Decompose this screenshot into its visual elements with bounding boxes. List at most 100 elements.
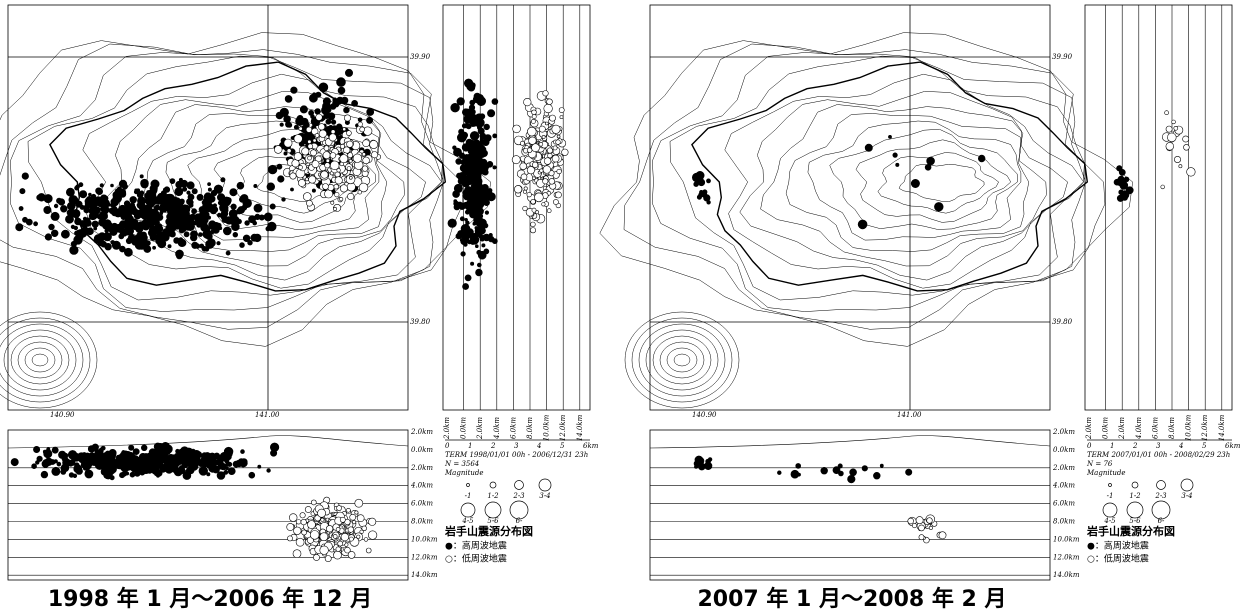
hypocenter bbox=[340, 143, 345, 149]
hypocenter bbox=[96, 214, 103, 220]
hypocenter bbox=[297, 178, 306, 187]
hypocenter bbox=[938, 531, 947, 540]
hypocenter bbox=[99, 194, 108, 203]
hypocenter bbox=[465, 232, 472, 239]
hypocenter bbox=[326, 525, 334, 533]
hypocenter bbox=[354, 498, 364, 508]
hypocenter bbox=[310, 149, 317, 157]
hypocenter bbox=[102, 206, 110, 214]
hypocenter bbox=[542, 90, 549, 97]
scale-label: 3 bbox=[1156, 442, 1161, 450]
hypocenter bbox=[232, 232, 239, 238]
hypocenter bbox=[838, 470, 844, 477]
hypocenter bbox=[263, 212, 273, 222]
scale-label: 6km bbox=[1225, 442, 1241, 450]
hypocenter bbox=[53, 203, 59, 209]
hypocenter bbox=[326, 107, 332, 113]
hypocenter bbox=[351, 100, 358, 107]
hypocenter bbox=[329, 103, 337, 110]
hypocenter bbox=[365, 547, 372, 554]
hypocenter bbox=[327, 112, 336, 121]
hypocenter bbox=[476, 262, 482, 268]
hypocenter bbox=[267, 164, 278, 175]
caption: 2007 年 1 月～2008 年 2 月 bbox=[697, 586, 1006, 612]
hypocenter bbox=[790, 469, 800, 479]
hypocenter bbox=[159, 465, 167, 473]
hypocenter bbox=[523, 97, 532, 107]
lat-label: 39.80 bbox=[1052, 318, 1073, 326]
hypocenter bbox=[236, 218, 242, 225]
hypocenter bbox=[315, 113, 323, 121]
hypocenter bbox=[82, 216, 88, 221]
count: N = 3564 bbox=[444, 460, 479, 468]
hypocenter bbox=[357, 117, 363, 123]
hypocenter bbox=[155, 204, 160, 208]
contour bbox=[623, 43, 1106, 330]
hypocenter bbox=[182, 459, 188, 465]
contour bbox=[49, 61, 447, 292]
hypocenter bbox=[526, 166, 535, 175]
hypocenter bbox=[227, 461, 233, 467]
hypocenter bbox=[236, 181, 245, 190]
hypocenter bbox=[354, 510, 359, 515]
hypocenter bbox=[361, 152, 366, 157]
hypocenter bbox=[99, 183, 104, 188]
hypocenter bbox=[543, 157, 552, 165]
hypocenter bbox=[125, 454, 132, 460]
hypocenter bbox=[352, 520, 357, 525]
hypocenter bbox=[48, 223, 55, 231]
hypocenter bbox=[71, 209, 81, 219]
hypocenter bbox=[183, 231, 190, 238]
hypocenter bbox=[291, 159, 300, 168]
side-depth-label: 2.0km bbox=[443, 417, 451, 440]
hypocenter bbox=[447, 218, 457, 228]
hypocenter bbox=[186, 181, 195, 190]
hypocenter bbox=[520, 140, 525, 146]
hypocenter bbox=[97, 188, 103, 193]
hypocenter bbox=[318, 123, 326, 131]
hypocenter bbox=[290, 86, 298, 94]
hypocenter bbox=[462, 178, 470, 185]
hypocenter bbox=[157, 448, 166, 457]
magnitude-label: 2-3 bbox=[512, 492, 525, 500]
hypocenter bbox=[332, 97, 338, 103]
hypocenter bbox=[363, 126, 373, 136]
hypocenter bbox=[324, 162, 331, 169]
hypocenter bbox=[178, 227, 185, 234]
hypocenter bbox=[481, 243, 486, 248]
contour bbox=[877, 152, 999, 214]
hypocenter bbox=[18, 206, 24, 211]
hypocenter bbox=[336, 505, 342, 511]
hypocenter bbox=[346, 140, 354, 148]
hypocenter bbox=[207, 182, 212, 187]
hypocenter bbox=[36, 194, 43, 201]
hypocenter bbox=[279, 122, 284, 127]
depth-label: 14.0km bbox=[411, 571, 438, 579]
magnitude-label: 1-2 bbox=[1129, 492, 1141, 500]
hypocenter bbox=[88, 203, 95, 209]
hypocenter bbox=[553, 199, 559, 205]
hypocenter bbox=[333, 184, 339, 190]
hypocenter bbox=[290, 187, 294, 192]
hypocenter bbox=[777, 470, 782, 475]
depth-label: 0.0km bbox=[1053, 446, 1075, 454]
side-depth-label: 0.0km bbox=[460, 417, 468, 439]
side-depth-label: 10.0km bbox=[1185, 414, 1193, 441]
hypocenter bbox=[68, 472, 75, 478]
hypocenter bbox=[487, 109, 496, 118]
hypocenter bbox=[905, 468, 913, 476]
hypocenter bbox=[110, 183, 114, 188]
hypocenter bbox=[178, 177, 183, 182]
hypocenter bbox=[538, 125, 546, 133]
hypocenter bbox=[483, 123, 490, 131]
hypocenter bbox=[201, 246, 208, 252]
hypocenter bbox=[182, 471, 192, 480]
hypocenter bbox=[361, 165, 369, 172]
hypocenter bbox=[31, 463, 37, 470]
hypocenter bbox=[307, 143, 314, 150]
hypocenter bbox=[266, 182, 275, 191]
hypocenter bbox=[207, 187, 212, 192]
hypocenter bbox=[50, 229, 59, 238]
hypocenter bbox=[123, 247, 133, 257]
